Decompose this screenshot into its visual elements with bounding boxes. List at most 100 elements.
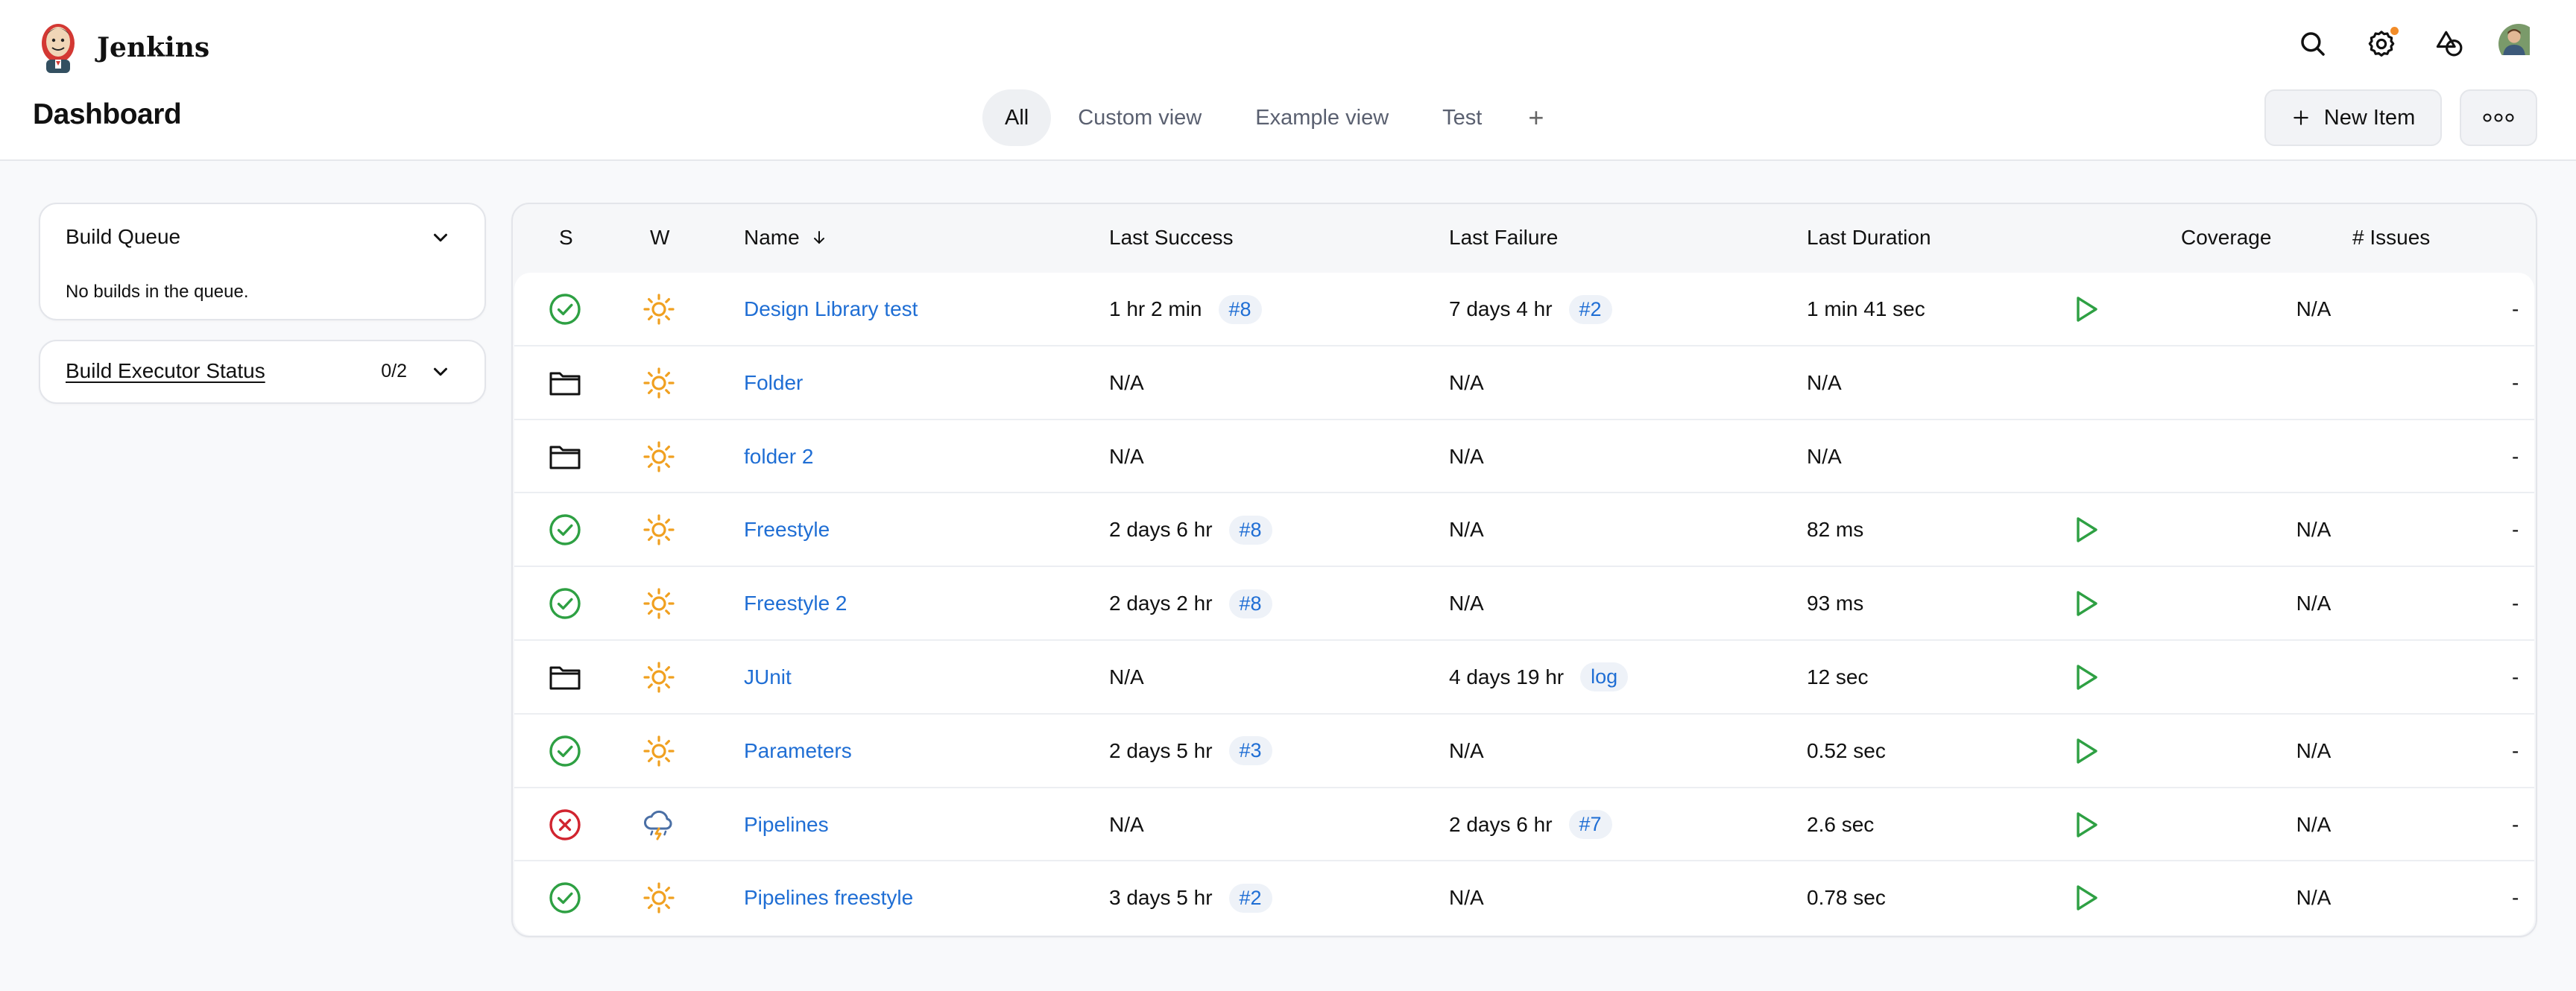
weather-cell — [641, 420, 677, 493]
chevron-down-icon[interactable] — [429, 227, 452, 249]
status-cell — [547, 273, 583, 346]
coverage-cell: N/A — [2296, 592, 2332, 615]
job-name-link[interactable]: Pipelines — [744, 812, 829, 836]
job-name-link[interactable]: Freestyle — [744, 518, 830, 542]
issues-cell: - — [2512, 297, 2519, 320]
col-last-failure[interactable]: Last Failure — [1449, 226, 1559, 249]
col-weather[interactable]: W — [650, 226, 670, 249]
weather-cell — [641, 346, 677, 419]
settings-button[interactable] — [2360, 22, 2403, 66]
user-menu-button[interactable] — [2497, 22, 2540, 66]
new-item-button[interactable]: New Item — [2264, 89, 2442, 146]
tab-example-view[interactable]: Example view — [1255, 106, 1389, 130]
col-name[interactable]: Name — [744, 204, 828, 271]
new-item-label: New Item — [2323, 105, 2416, 130]
schedule-build-button[interactable] — [2068, 861, 2103, 934]
success-icon — [549, 588, 581, 619]
failure-build-badge[interactable]: #7 — [1568, 810, 1612, 840]
col-coverage[interactable]: Coverage — [2181, 226, 2272, 249]
brand-name: Jenkins — [97, 32, 210, 63]
table-row: folder 2 N/A N/A N/A - — [514, 420, 2534, 494]
status-cell — [547, 420, 583, 493]
coverage-cell: N/A — [2296, 518, 2332, 542]
weather-cell — [641, 493, 677, 566]
schedule-build-button[interactable] — [2068, 273, 2103, 346]
last-duration-cell: 12 sec — [1807, 665, 1869, 688]
sunny-icon — [643, 367, 675, 399]
last-failure-text: N/A — [1449, 518, 1484, 542]
build-queue-card: Build Queue No builds in the queue. — [39, 203, 486, 320]
brand[interactable]: Jenkins — [36, 19, 209, 76]
last-success-cell: N/A — [1109, 641, 1144, 714]
avatar — [2498, 24, 2539, 64]
success-build-badge[interactable]: #8 — [1228, 515, 1272, 545]
col-name-label: Name — [744, 226, 800, 249]
last-duration-cell: 93 ms — [1807, 592, 1864, 615]
failure-build-badge[interactable]: log — [1580, 662, 1629, 692]
job-name-link[interactable]: Pipelines freestyle — [744, 886, 914, 910]
schedule-build-button[interactable] — [2068, 493, 2103, 566]
schedule-build-button[interactable] — [2068, 641, 2103, 714]
failure-build-badge[interactable]: #2 — [1568, 294, 1612, 324]
col-issues[interactable]: # Issues — [2352, 226, 2431, 249]
table-header: S W Name Last Success Last Failure Last … — [513, 204, 2536, 271]
schedule-build-button[interactable] — [2068, 567, 2103, 640]
last-failure-cell: N/A — [1449, 420, 1484, 493]
job-name-link[interactable]: Parameters — [744, 738, 852, 762]
table-row: Pipelines freestyle 3 days 5 hr #2 N/A 0.78 … — [514, 861, 2534, 935]
search-button[interactable] — [2291, 22, 2334, 66]
issues-cell: - — [2512, 592, 2519, 615]
success-build-badge[interactable]: #8 — [1218, 294, 1262, 324]
coverage-cell — [2276, 641, 2351, 714]
col-last-success[interactable]: Last Success — [1109, 226, 1234, 249]
success-build-badge[interactable]: #8 — [1228, 589, 1272, 618]
last-failure-text: N/A — [1449, 444, 1484, 468]
tab-custom-view[interactable]: Custom view — [1078, 106, 1202, 130]
last-failure-text: 2 days 6 hr — [1449, 812, 1553, 836]
coverage-cell: N/A — [2296, 738, 2332, 762]
success-build-badge[interactable]: #3 — [1228, 736, 1272, 766]
job-name-link[interactable]: Freestyle 2 — [744, 592, 847, 615]
page-actions: New Item — [2264, 89, 2537, 146]
success-build-badge[interactable]: #2 — [1228, 883, 1272, 913]
job-name-link[interactable]: folder 2 — [744, 444, 814, 468]
status-cell — [547, 641, 583, 714]
build-queue-empty: No builds in the queue. — [66, 282, 249, 302]
more-icon — [2483, 113, 2514, 122]
tab-all[interactable]: All — [982, 89, 1052, 146]
weather-cell — [641, 861, 677, 934]
job-name-link[interactable]: JUnit — [744, 665, 792, 688]
chevron-down-icon[interactable] — [429, 361, 452, 383]
table-row: JUnit N/A 4 days 19 hr log 12 sec - — [514, 641, 2534, 715]
job-name-link[interactable]: Folder — [744, 370, 804, 394]
job-name-link[interactable]: Design Library test — [744, 297, 918, 320]
tab-test[interactable]: Test — [1442, 106, 1483, 130]
schedule-build-button[interactable] — [2068, 715, 2103, 788]
play-icon — [2077, 885, 2097, 911]
schedule-build-button[interactable] — [2068, 788, 2103, 861]
last-duration-cell: N/A — [1807, 370, 1842, 394]
gear-icon — [2368, 31, 2395, 57]
weather-cell — [641, 273, 677, 346]
col-status[interactable]: S — [559, 226, 573, 249]
last-success-cell: N/A — [1109, 420, 1144, 493]
col-last-duration[interactable]: Last Duration — [1807, 226, 1931, 249]
last-success-cell: 2 days 2 hr #8 — [1109, 567, 1272, 640]
status-cell — [547, 715, 583, 788]
add-view-button[interactable]: + — [1528, 102, 1544, 133]
build-executor-link[interactable]: Build Executor Status — [66, 359, 265, 382]
last-duration-cell: 0.52 sec — [1807, 738, 1886, 762]
more-actions-button[interactable] — [2460, 89, 2537, 146]
sunny-icon — [643, 662, 675, 693]
last-failure-cell: 2 days 6 hr #7 — [1449, 788, 1612, 861]
coverage-cell: N/A — [2296, 886, 2332, 910]
status-cell — [547, 567, 583, 640]
header-icons — [2291, 22, 2540, 66]
last-failure-text: 7 days 4 hr — [1449, 297, 1553, 320]
coverage-cell: N/A — [2296, 297, 2332, 320]
success-icon — [549, 294, 581, 325]
shapes-button[interactable] — [2428, 22, 2472, 66]
last-success-text: 2 days 2 hr — [1109, 592, 1213, 615]
jobs-table: S W Name Last Success Last Failure Last … — [511, 203, 2537, 937]
last-success-text: N/A — [1109, 812, 1144, 836]
